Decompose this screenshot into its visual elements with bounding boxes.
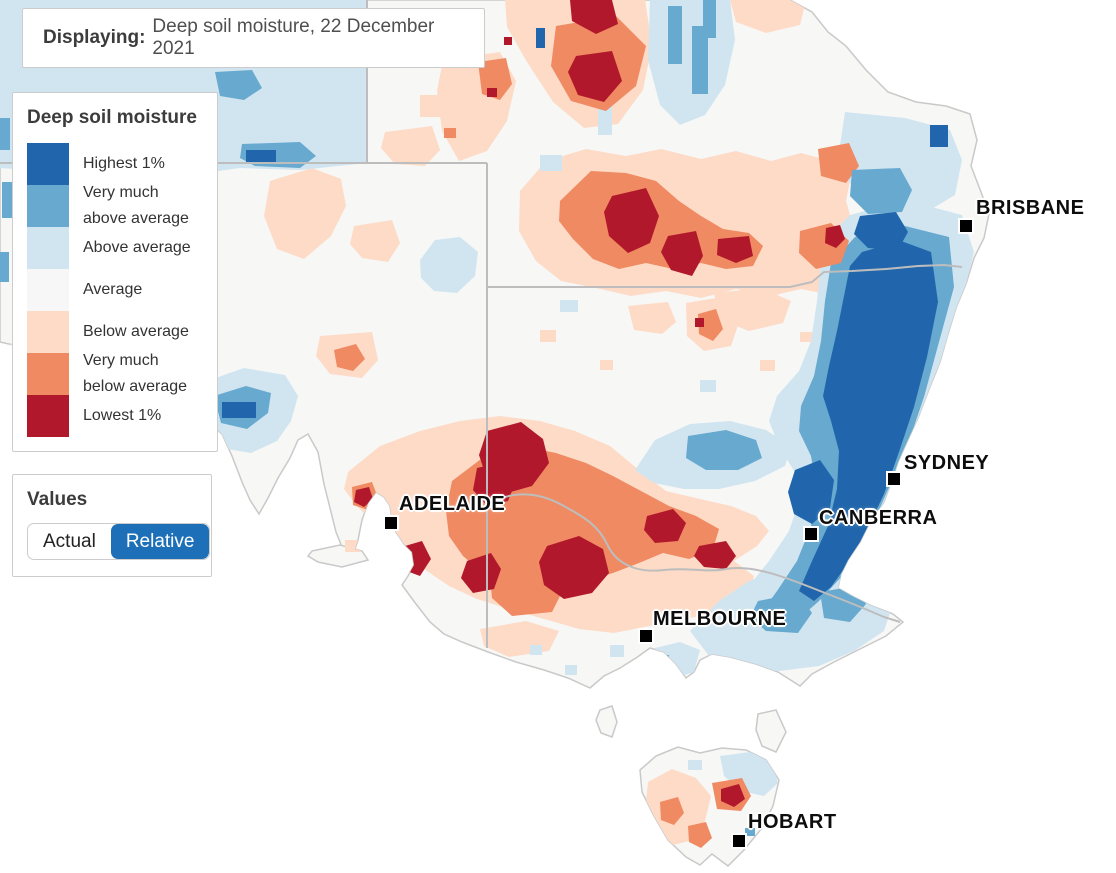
legend-item: Lowest 1% (27, 395, 203, 437)
legend-label: Average (83, 281, 143, 298)
city-marker-hobart (731, 833, 747, 849)
legend-swatch (27, 311, 69, 353)
legend-label: Highest 1% (83, 155, 165, 172)
displaying-value: Deep soil moisture, 22 December 2021 (152, 16, 435, 59)
legend-swatch (27, 143, 69, 185)
displaying-banner: Displaying: Deep soil moisture, 22 Decem… (22, 8, 485, 68)
city-marker-brisbane (958, 218, 974, 234)
legend-label: Very much above average (83, 184, 189, 227)
legend-items: Highest 1% Very much above average Above a… (27, 143, 203, 437)
city-label-adelaide: ADELAIDE (399, 493, 506, 515)
legend-label: Above average (83, 239, 191, 256)
legend-item: Above average (27, 227, 203, 269)
legend-label: Below average (83, 323, 189, 340)
legend-item: Average (27, 269, 203, 311)
legend-item: Below average (27, 311, 203, 353)
city-label-canberra: CANBERRA (819, 507, 938, 529)
legend-panel: Deep soil moisture Highest 1% Very much a… (12, 92, 218, 452)
displaying-label: Displaying: (43, 27, 146, 48)
legend-item: Very much above average (27, 184, 203, 227)
legend-swatch (27, 227, 69, 269)
values-title: Values (27, 489, 88, 510)
city-marker-canberra (803, 526, 819, 542)
legend-swatch (27, 353, 69, 395)
city-label-melbourne: MELBOURNE (653, 608, 787, 630)
legend-swatch (27, 269, 69, 311)
legend-item: Highest 1% (27, 143, 203, 185)
city-label-sydney: SYDNEY (904, 452, 990, 474)
city-marker-adelaide (383, 515, 399, 531)
city-marker-melbourne (638, 628, 654, 644)
legend-item: Very much below average (27, 352, 203, 395)
city-label-brisbane: BRISBANE (976, 197, 1085, 219)
legend-label: Lowest 1% (83, 407, 162, 424)
legend-label: Very much below average (83, 352, 188, 395)
legend-swatch (27, 185, 69, 227)
legend-title: Deep soil moisture (27, 107, 197, 128)
values-toggle: Actual Relative (27, 523, 211, 560)
values-relative-button[interactable]: Relative (110, 524, 210, 559)
city-marker-sydney (886, 471, 902, 487)
city-label-hobart: HOBART (748, 811, 837, 833)
legend-swatch (27, 395, 69, 437)
values-actual-button[interactable]: Actual (28, 524, 111, 559)
values-panel: Values Actual Relative (12, 474, 212, 577)
